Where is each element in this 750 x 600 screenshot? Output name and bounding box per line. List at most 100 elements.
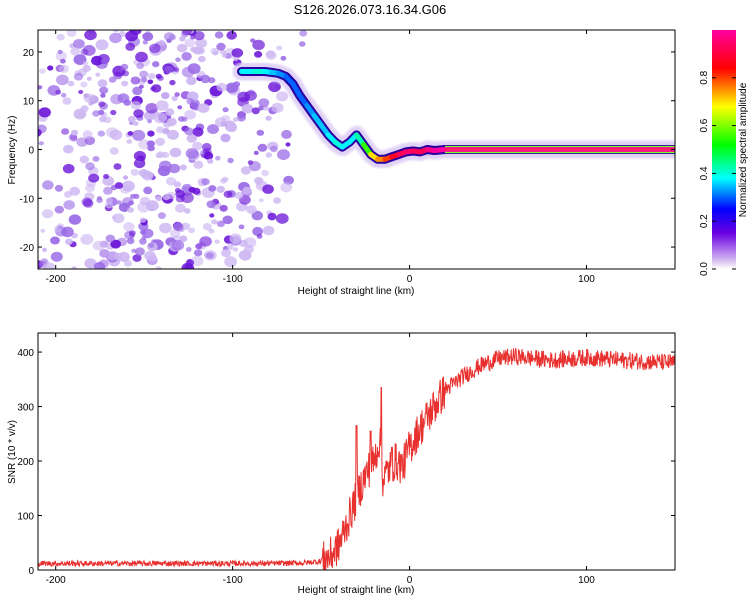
snr-y-label: SNR (10 * v/v) xyxy=(7,420,18,484)
noise-blob xyxy=(85,162,95,171)
noise-blob xyxy=(253,150,259,155)
noise-blob xyxy=(175,203,186,213)
noise-blob xyxy=(201,178,210,186)
noise-blob xyxy=(276,91,289,102)
noise-blob xyxy=(146,203,153,209)
colorbar-label: Normalized spectral amplitude xyxy=(738,82,749,217)
signal-track xyxy=(232,62,675,169)
noise-blob xyxy=(195,38,208,49)
noise-blob xyxy=(199,236,212,247)
noise-blob xyxy=(54,205,64,214)
noise-blob xyxy=(109,147,119,155)
noise-blob xyxy=(42,247,47,252)
noise-blob xyxy=(110,109,117,116)
noise-blob xyxy=(54,184,64,192)
snr-x-label: Height of straight line (km) xyxy=(298,585,415,596)
noise-blob xyxy=(125,42,136,51)
noise-blob xyxy=(233,117,239,122)
noise-blob xyxy=(73,72,84,81)
noise-blob xyxy=(171,95,178,101)
noise-blob xyxy=(99,86,109,95)
noise-blob xyxy=(207,158,214,164)
noise-blob xyxy=(109,32,122,44)
noise-blob xyxy=(184,109,197,120)
noise-blob xyxy=(142,32,154,41)
noise-blob xyxy=(167,129,179,140)
noise-blob xyxy=(164,65,174,74)
colorbar-tick-label: 0.0 xyxy=(699,262,710,276)
noise-blob xyxy=(78,89,84,95)
snr-plot-area xyxy=(38,347,675,570)
noise-blob xyxy=(88,173,100,183)
noise-blob xyxy=(166,117,177,127)
noise-blob xyxy=(132,86,143,96)
noise-blob xyxy=(244,90,257,101)
noise-blob xyxy=(103,186,113,195)
noise-blob xyxy=(70,47,80,56)
noise-blob xyxy=(109,129,123,141)
noise-blob xyxy=(73,108,87,120)
noise-blob xyxy=(108,76,117,83)
noise-blob xyxy=(174,92,180,97)
noise-blob xyxy=(139,238,147,245)
noise-blob xyxy=(206,252,214,259)
noise-blob xyxy=(54,225,62,232)
noise-blob xyxy=(208,185,217,192)
y-tick-label: 200 xyxy=(17,457,34,468)
noise-blob xyxy=(92,156,100,162)
noise-blob xyxy=(179,164,187,171)
noise-blob xyxy=(130,168,139,176)
noise-blob xyxy=(155,100,169,111)
noise-blob xyxy=(57,49,63,55)
noise-blob xyxy=(155,137,166,146)
noise-blob xyxy=(146,140,155,148)
noise-blob xyxy=(192,46,202,55)
noise-blob xyxy=(42,209,54,219)
noise-blob xyxy=(271,102,284,113)
spectrogram-y-label: Frequency (Hz) xyxy=(7,116,18,185)
noise-blob xyxy=(181,30,192,36)
noise-blob xyxy=(268,81,281,93)
noise-blob xyxy=(58,64,69,74)
noise-blob xyxy=(120,63,129,71)
noise-blob xyxy=(237,114,246,122)
noise-blob xyxy=(262,225,275,236)
noise-blob xyxy=(262,184,274,194)
noise-blob xyxy=(261,169,269,177)
noise-blob xyxy=(97,79,108,88)
noise-blob xyxy=(113,163,122,170)
figure-title: S126.2026.073.16.34.G06 xyxy=(294,2,447,17)
noise-blob xyxy=(141,170,153,180)
noise-blob xyxy=(56,74,69,86)
noise-blob xyxy=(181,262,195,269)
noise-blob xyxy=(256,234,263,239)
noise-blob xyxy=(252,39,265,51)
noise-blob xyxy=(65,238,73,245)
noise-blob xyxy=(165,177,177,186)
noise-blob xyxy=(60,58,66,64)
noise-blob xyxy=(100,93,106,98)
noise-blob xyxy=(155,266,163,269)
noise-blob xyxy=(161,151,170,158)
noise-blob xyxy=(254,51,263,58)
noise-blob xyxy=(97,130,106,137)
noise-blob xyxy=(184,208,191,214)
noise-blob xyxy=(275,213,289,224)
noise-blob xyxy=(82,61,89,66)
noise-blob xyxy=(216,220,225,228)
noise-blob xyxy=(132,129,146,141)
snr-panel: -200 -100 0 100 0 100 200 300 400 Height of str… xyxy=(7,332,676,596)
noise-blob xyxy=(83,93,96,103)
noise-blob xyxy=(238,224,245,230)
spectrogram-x-ticks: -200 -100 0 100 xyxy=(46,30,595,285)
y-tick-label: 10 xyxy=(23,97,35,108)
noise-blob xyxy=(110,239,121,249)
noise-blob xyxy=(47,65,54,71)
x-tick-label: -100 xyxy=(223,274,243,285)
noise-blob xyxy=(175,195,185,203)
snr-frame xyxy=(37,332,676,571)
noise-blob xyxy=(133,109,144,118)
noise-blob xyxy=(95,72,101,77)
noise-blob xyxy=(135,51,148,63)
noise-blob xyxy=(276,45,283,51)
